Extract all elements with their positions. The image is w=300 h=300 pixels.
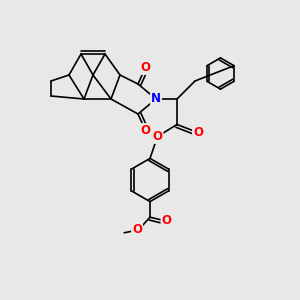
Text: N: N [151,92,161,106]
Text: O: O [193,125,203,139]
Text: O: O [152,130,163,143]
Text: O: O [140,124,151,137]
Text: O: O [161,214,172,227]
Text: O: O [132,223,142,236]
Text: O: O [140,61,151,74]
